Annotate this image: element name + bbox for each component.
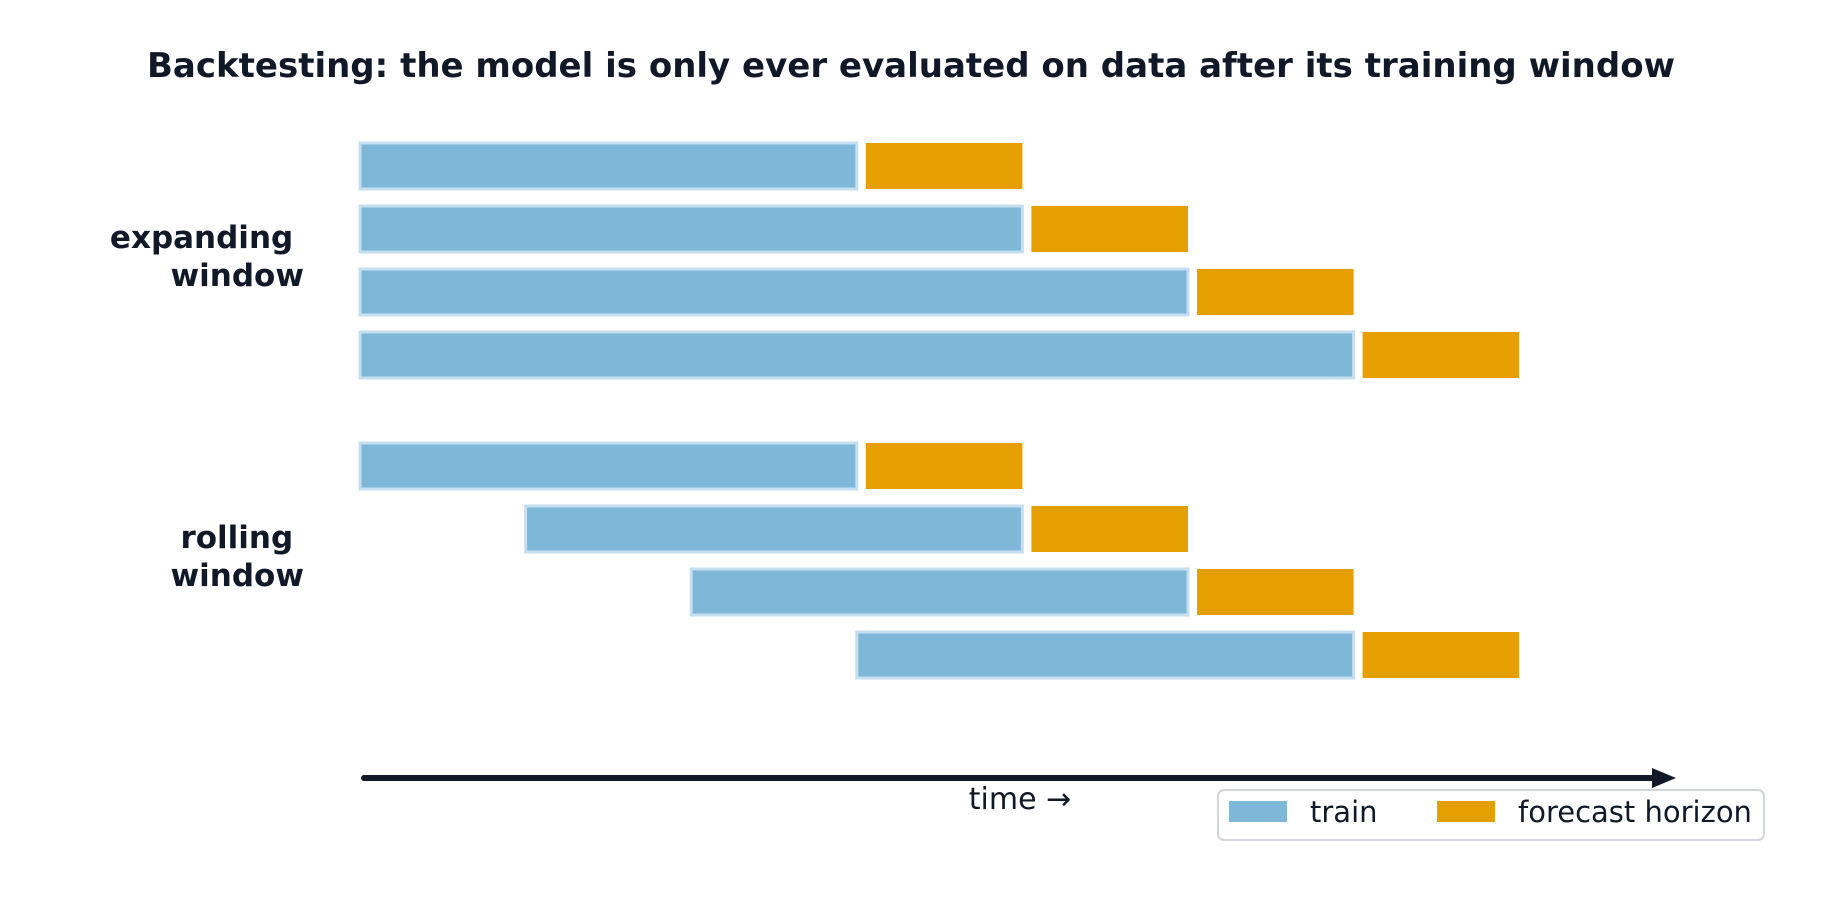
rolling-train-bar-1 — [358, 441, 859, 491]
group-label-expanding-line-1: expanding — [110, 220, 293, 256]
expanding-train-bar-3 — [358, 267, 1190, 317]
windows-expanding — [358, 141, 1520, 380]
rolling-forecast-bar-3 — [1197, 569, 1354, 615]
rolling-forecast-bar-4 — [1362, 632, 1520, 678]
legend: train forecast horizon — [1217, 789, 1765, 841]
group-label-rolling-line-1: rolling — [180, 520, 293, 556]
group-label-expanding-line-2: window — [171, 258, 304, 294]
time-axis-arrowhead — [1652, 768, 1676, 788]
group-label-rolling: rolling window — [171, 520, 304, 594]
expanding-forecast-bar-1 — [865, 143, 1023, 189]
group-label-rolling-line-2: window — [171, 558, 304, 594]
expanding-train-bar-2 — [358, 204, 1024, 254]
legend-swatch-forecast — [1437, 801, 1495, 822]
expanding-train-bar-4 — [358, 330, 1356, 380]
group-label-expanding: expanding window — [110, 220, 304, 294]
diagram-title: Backtesting: the model is only ever eval… — [147, 46, 1675, 86]
legend-swatch-train — [1229, 801, 1287, 822]
rolling-forecast-bar-2 — [1031, 506, 1188, 552]
rolling-train-bar-4 — [855, 630, 1356, 680]
expanding-train-bar-1 — [358, 141, 859, 191]
group-expanding: expanding window — [110, 141, 1520, 380]
windows-rolling — [358, 441, 1520, 680]
expanding-forecast-bar-2 — [1031, 206, 1188, 252]
time-axis-label: time → — [969, 782, 1071, 817]
expanding-forecast-bar-4 — [1362, 332, 1520, 378]
legend-label-forecast: forecast horizon — [1518, 795, 1752, 829]
legend-label-train: train — [1310, 795, 1378, 829]
rolling-forecast-bar-1 — [865, 443, 1023, 489]
expanding-forecast-bar-3 — [1197, 269, 1354, 315]
time-axis: time → — [361, 768, 1676, 817]
rolling-train-bar-2 — [524, 504, 1024, 554]
group-rolling: rolling window — [171, 441, 1520, 680]
rolling-train-bar-3 — [689, 567, 1190, 617]
